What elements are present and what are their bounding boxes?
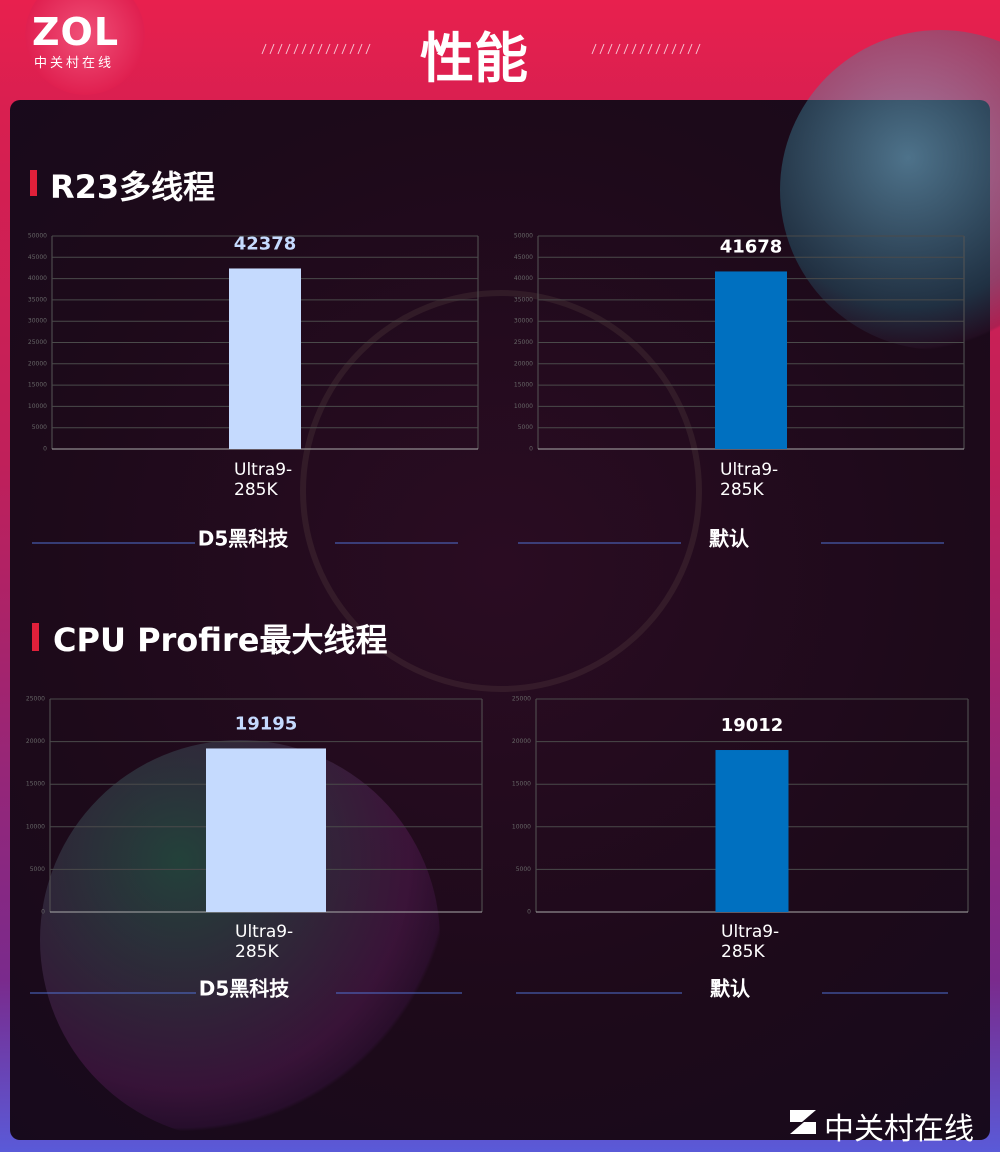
y-tick-label: 20000 [514, 360, 533, 367]
y-tick-label: 10000 [514, 403, 533, 410]
y-tick-label: 0 [529, 446, 533, 453]
y-tick-label: 0 [41, 909, 45, 916]
page-title: 性能 [420, 27, 528, 90]
y-tick-label: 25000 [26, 696, 45, 703]
x-tick-label: Ultra9-285K [234, 460, 293, 500]
value-label: 19012 [721, 715, 784, 736]
y-tick-label: 15000 [28, 382, 47, 389]
footer-logo [790, 1110, 816, 1134]
y-tick-label: 5000 [516, 866, 531, 873]
y-tick-label: 25000 [514, 339, 533, 346]
slashes [261, 43, 701, 55]
x-tick-label: Ultra9-285K [721, 922, 780, 962]
chart-caption: 默认 [709, 527, 750, 551]
y-tick-label: 30000 [514, 318, 533, 325]
y-tick-label: 35000 [28, 296, 47, 303]
bar [229, 268, 301, 449]
value-label: 42378 [234, 233, 297, 254]
bar [715, 750, 789, 912]
y-tick-label: 5000 [518, 424, 533, 431]
value-label: 41678 [720, 236, 783, 257]
chart-caption: D5黑科技 [199, 977, 291, 1001]
logo-circle [25, 0, 145, 95]
value-label: 19195 [235, 713, 298, 734]
y-tick-label: 10000 [26, 823, 45, 830]
y-tick-label: 35000 [514, 296, 533, 303]
footer-brand: 中关村在线 [824, 1112, 974, 1147]
y-tick-label: 25000 [28, 339, 47, 346]
y-tick-label: 50000 [28, 233, 47, 240]
y-tick-label: 5000 [30, 866, 45, 873]
y-tick-label: 50000 [514, 233, 533, 240]
x-tick-label: Ultra9-285K [235, 922, 294, 962]
y-tick-label: 15000 [512, 781, 531, 788]
section-title: R23多线程 [50, 168, 216, 206]
y-tick-label: 5000 [32, 424, 47, 431]
y-tick-label: 10000 [28, 403, 47, 410]
y-tick-label: 40000 [28, 275, 47, 282]
logo: ZOL [32, 10, 120, 54]
y-tick-label: 25000 [512, 696, 531, 703]
y-tick-label: 20000 [26, 738, 45, 745]
y-tick-label: 20000 [28, 360, 47, 367]
y-tick-label: 0 [527, 909, 531, 916]
x-tick-label: Ultra9-285K [720, 460, 779, 500]
y-tick-label: 0 [43, 446, 47, 453]
bar [206, 748, 326, 912]
y-tick-label: 15000 [26, 781, 45, 788]
y-tick-label: 40000 [514, 275, 533, 282]
section-marker [32, 623, 39, 651]
section-marker [30, 170, 37, 196]
y-tick-label: 10000 [512, 823, 531, 830]
y-tick-label: 15000 [514, 382, 533, 389]
chart-caption: 默认 [710, 977, 751, 1001]
chart-caption: D5黑科技 [198, 527, 290, 551]
y-tick-label: 30000 [28, 318, 47, 325]
decor [261, 43, 701, 55]
y-tick-label: 45000 [28, 254, 47, 261]
logo-sub: 中关村在线 [34, 56, 115, 71]
decor-ring [300, 290, 702, 692]
bar [715, 271, 787, 449]
y-tick-label: 45000 [514, 254, 533, 261]
section-title: CPU Profire最大线程 [53, 621, 388, 659]
y-tick-label: 20000 [512, 738, 531, 745]
